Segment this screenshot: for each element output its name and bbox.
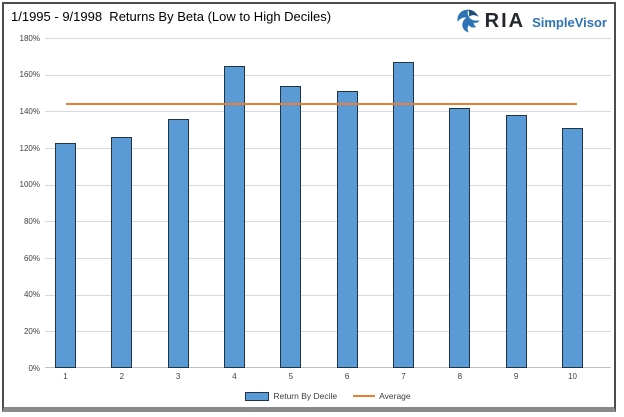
ria-falcon-icon [455,8,481,34]
chart-title: 1/1995 - 9/1998 Returns By Beta (Low to … [11,9,332,24]
y-tick-label: 160% [19,70,40,80]
gridline [45,111,611,113]
y-tick-label: 120% [19,143,40,153]
y-tick-label: 40% [23,290,40,300]
average-line [65,103,578,105]
y-axis: 0% 20% 40% 60% 80% 100% 120% 140% 160% 180% [4,34,40,373]
bar-series-swatch [245,391,270,401]
gridline [45,221,611,223]
x-tick-label: 2 [119,372,125,381]
chart-frame: 1/1995 - 9/1998 Returns By Beta (Low to … [2,2,616,412]
gridline [45,258,611,259]
x-tick-label: 3 [175,372,181,381]
y-tick-label: 60% [23,253,40,263]
x-axis-line [45,367,611,368]
bar-decile-10 [561,127,583,368]
gridline [45,184,611,186]
brand-logo: RIA SimpleVisor [455,6,607,36]
bar-decile-3 [167,118,189,368]
gridline [45,74,611,76]
x-axis: 1 2 3 4 5 6 7 8 9 10 [45,372,611,384]
x-tick-label: 5 [288,372,294,381]
gridline [45,331,611,333]
x-tick-label: 9 [513,372,519,381]
legend-item-return-by-decile: Return By Decile [245,391,337,401]
bar-decile-8 [449,107,471,368]
y-tick-label: 140% [19,106,40,116]
y-tick-label: 20% [23,326,40,336]
bar-decile-6 [336,91,358,368]
bar-decile-2 [111,137,133,368]
bar-decile-4 [223,65,245,368]
product-name: SimpleVisor [532,15,607,30]
bar-decile-1 [55,142,76,368]
legend: Return By Decile Average [45,391,611,401]
x-tick-label: 7 [401,372,406,381]
x-tick-label: 8 [457,372,463,381]
y-tick-label: 180% [19,33,40,43]
x-tick-label: 4 [232,372,237,381]
y-tick-label: 0% [28,363,40,373]
plot-area [45,38,611,368]
y-tick-label: 100% [19,180,40,190]
y-tick-label: 80% [23,216,40,226]
bar-decile-7 [392,61,414,368]
legend-label-return-by-decile: Return By Decile [273,391,338,401]
gridline [45,294,611,296]
brand-name: RIA [484,9,526,32]
line-series-swatch [353,395,376,397]
x-tick-label: 1 [63,372,68,381]
bar-decile-5 [280,85,302,368]
legend-item-average: Average [353,391,411,401]
x-tick-label: 6 [344,372,350,381]
bar-decile-9 [505,115,527,368]
gridline [45,148,611,149]
legend-label-average: Average [379,391,411,401]
x-tick-label: 10 [568,372,577,381]
gridline [45,38,611,39]
